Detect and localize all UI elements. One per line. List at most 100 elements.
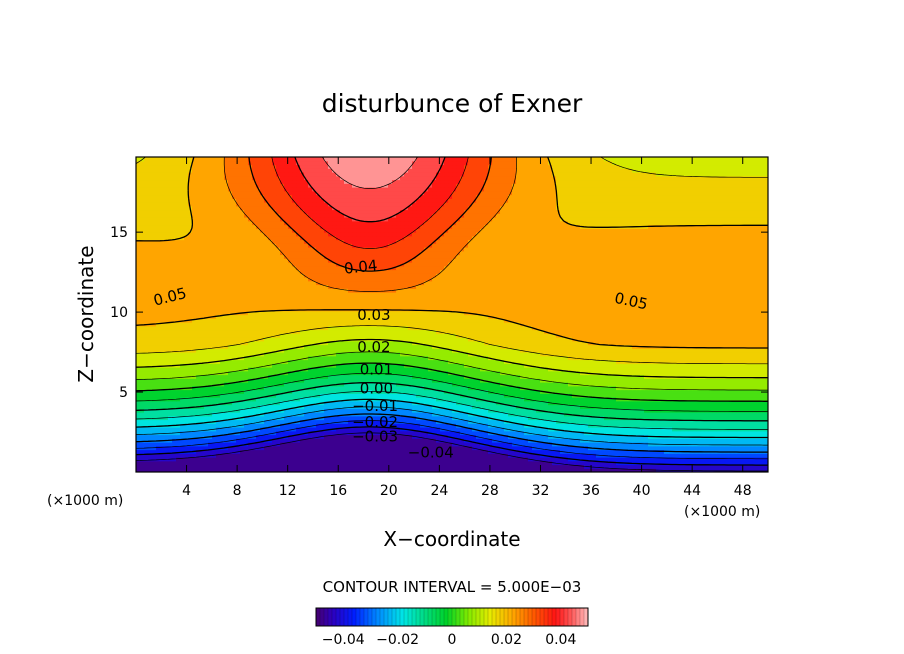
contour-cell xyxy=(612,419,617,424)
contour-cell xyxy=(472,449,477,454)
contour-cell xyxy=(168,359,173,364)
contour-cell xyxy=(208,415,213,421)
contour-cell xyxy=(204,438,209,443)
contour-cell xyxy=(432,359,437,364)
contour-cell xyxy=(536,393,541,398)
contour-cell xyxy=(712,434,717,439)
contour-cell xyxy=(608,378,613,383)
contour-cell xyxy=(464,464,469,469)
contour-cell xyxy=(488,385,493,391)
contour-cell xyxy=(500,415,505,421)
contour-cell xyxy=(712,453,717,458)
contour-cell xyxy=(680,404,685,409)
contour-cell xyxy=(152,355,157,361)
contour-cell xyxy=(616,457,621,462)
contour-cell xyxy=(260,404,265,409)
contour-cell xyxy=(600,457,605,462)
contour-cell xyxy=(432,430,437,436)
contour-cell xyxy=(152,374,157,379)
contour-cell xyxy=(272,385,277,391)
contour-cell xyxy=(136,412,141,417)
contour-cell xyxy=(148,438,153,443)
contour-cell xyxy=(588,378,593,383)
contour-cell xyxy=(500,378,505,383)
contour-cell xyxy=(604,363,609,368)
contour-cell xyxy=(584,400,589,406)
contour-cell xyxy=(140,355,145,361)
contour-cell xyxy=(448,423,453,428)
contour-cell xyxy=(284,367,289,372)
contour-cell xyxy=(504,352,509,357)
contour-cell xyxy=(652,457,657,462)
contour-cell xyxy=(164,427,169,432)
contour-cell xyxy=(516,460,521,466)
contour-cell xyxy=(304,438,309,443)
contour-cell xyxy=(248,457,253,462)
contour-cell xyxy=(264,430,269,436)
contour-cell xyxy=(196,434,201,439)
contour-cell xyxy=(368,468,373,472)
contour-cell xyxy=(492,352,497,357)
contour-cell xyxy=(260,359,265,364)
contour-cell xyxy=(172,419,177,424)
contour-cell xyxy=(748,382,753,387)
contour-cell xyxy=(216,423,221,428)
contour-cell xyxy=(316,453,321,458)
contour-cell xyxy=(468,464,473,469)
contour-cell xyxy=(468,445,473,451)
contour-cell xyxy=(416,438,421,443)
contour-cell xyxy=(264,449,269,454)
contour-cell xyxy=(460,355,465,361)
contour-cell xyxy=(664,427,669,432)
contour-cell xyxy=(664,367,669,372)
contour-cell xyxy=(172,468,177,472)
contour-cell xyxy=(752,442,757,447)
contour-cell xyxy=(136,427,141,432)
contour-cell xyxy=(448,412,453,417)
contour-cell xyxy=(580,423,585,428)
contour-cell xyxy=(332,370,337,376)
contour-cell xyxy=(192,434,197,439)
contour-cell xyxy=(544,374,549,379)
contour-cell xyxy=(612,438,617,443)
contour-cell xyxy=(712,430,717,436)
contour-cell xyxy=(408,453,413,458)
contour-cell xyxy=(744,385,749,391)
contour-cell xyxy=(760,382,765,387)
contour-cell xyxy=(756,423,761,428)
contour-cell xyxy=(308,352,313,357)
contour-cell xyxy=(172,367,177,372)
contour-cell xyxy=(400,419,405,424)
contour-cell xyxy=(536,438,541,443)
contour-cell xyxy=(736,457,741,462)
contour-cell xyxy=(344,427,349,432)
contour-cell xyxy=(164,468,169,472)
contour-cell xyxy=(628,453,633,458)
contour-cell xyxy=(568,367,573,372)
contour-cell xyxy=(656,393,661,398)
contour-cell xyxy=(216,464,221,469)
contour-cell xyxy=(448,374,453,379)
contour-cell xyxy=(236,385,241,391)
contour-cell xyxy=(648,378,653,383)
contour-cell xyxy=(596,367,601,372)
contour-cell xyxy=(232,445,237,451)
contour-cell xyxy=(320,449,325,454)
contour-cell xyxy=(232,367,237,372)
contour-cell xyxy=(320,438,325,443)
contour-cell xyxy=(424,389,429,394)
contour-cell xyxy=(152,404,157,409)
contour-cell xyxy=(276,397,281,402)
contour-cell xyxy=(584,367,589,372)
contour-cell xyxy=(656,412,661,417)
contour-cell xyxy=(420,434,425,439)
contour-cell xyxy=(148,355,153,361)
contour-cell xyxy=(276,367,281,372)
contour-cell xyxy=(232,397,237,402)
contour-cell xyxy=(296,434,301,439)
contour-cell xyxy=(208,460,213,466)
contour-cell xyxy=(196,442,201,447)
contour-cell xyxy=(476,427,481,432)
contour-cell xyxy=(548,397,553,402)
contour-cell xyxy=(508,400,513,406)
